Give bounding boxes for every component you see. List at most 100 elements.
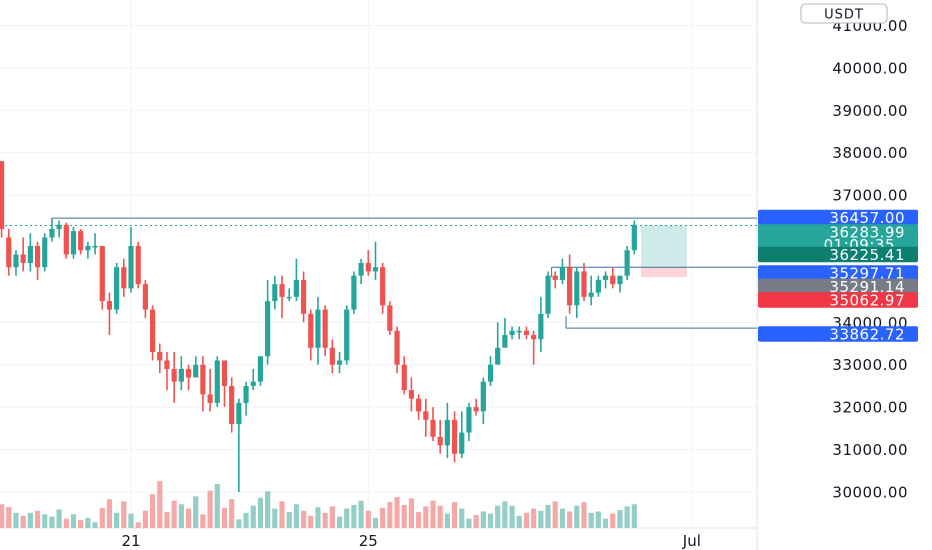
candle [523,326,530,340]
candle-body [617,275,623,285]
candle [459,411,465,459]
candle [351,271,357,314]
candle-body [351,275,357,310]
candle [602,271,609,289]
volume-bar [358,500,364,528]
candle-body [552,275,558,280]
volume-bar [574,505,580,528]
candle [85,241,91,259]
candle [27,233,33,272]
volume-bar [336,516,343,528]
candle [178,356,184,391]
volume-bar [487,513,494,528]
candle [128,226,134,293]
volume-bar [344,508,350,528]
long-position-loss-zone[interactable] [640,267,687,278]
candle [257,356,264,386]
candle-body [272,284,278,302]
candle [336,352,343,374]
candle-body [329,347,335,365]
volume-bar [171,500,177,528]
volume-bar [631,504,637,528]
volume-bar [200,514,206,528]
candle [617,275,623,293]
candle [516,326,522,340]
volume-bar [178,504,184,528]
candle [365,250,371,276]
candle [193,356,199,378]
volume-bar [538,510,544,528]
candle [279,275,285,319]
candle [0,161,5,238]
candle [322,305,328,357]
candle [272,275,278,310]
candle [581,262,587,302]
candle [250,368,256,391]
candle [293,258,299,302]
volume-bar [207,490,213,528]
candle-body [624,250,630,276]
volume-bar [351,504,357,528]
candle-body [27,245,33,263]
price-tag-label: 36457.00 [829,209,905,227]
drawings[interactable] [0,217,757,329]
volume-bar [444,513,450,528]
volume-bar [279,501,285,528]
candle [286,288,292,302]
volume-bar [121,501,127,528]
volume-bar [142,510,148,528]
candles [0,161,637,492]
candle [56,220,62,238]
candle-body [545,275,551,314]
candle [480,377,486,425]
volume-bar [423,506,429,528]
volume-bar [214,484,220,528]
long-position-profit-zone[interactable] [640,225,687,268]
volume-bar [193,496,199,528]
candle-body [322,309,328,348]
candle-body [567,267,573,306]
volume-bar [286,512,292,528]
volume-bar [602,518,609,528]
volume-bar [78,520,84,528]
currency-button[interactable]: USDT [800,3,888,24]
volume-bar [272,508,278,528]
candle-body [149,309,156,352]
volume-bar [624,506,630,528]
candle-body [92,245,98,248]
candle-body [336,360,343,365]
volume-bar [114,512,120,528]
volume-bar [70,514,77,528]
candle-body [99,245,105,302]
price-tag-background [758,209,918,226]
volume-bar [509,505,515,528]
grid [0,0,758,550]
candle [142,279,148,319]
candle-body [502,335,508,348]
volume-bar [430,500,436,528]
price-tag-background [758,224,918,251]
candle-body [401,364,407,391]
candle-body [416,398,422,412]
volume-bar [559,508,566,528]
volume-bar [293,504,299,528]
candle [78,229,84,255]
price-tag: 35062.97 [758,292,918,310]
price-tag-background [758,265,918,281]
candle-body [114,267,120,310]
volume-bar [128,513,134,528]
time-axis[interactable]: 21 25 Jul [121,532,700,550]
price-tick-label: 32000.00 [832,399,908,417]
candle [451,411,458,463]
volume-bar [300,510,307,528]
volume-bar [610,513,616,528]
candle-body [0,161,5,230]
candle-body [257,356,264,382]
price-tick-label: 38000.00 [832,144,908,162]
price-tick-label: 39000.00 [832,102,908,120]
candle-body [70,231,77,255]
candle-body [293,279,299,297]
price-tick-label: 30000.00 [832,483,908,501]
